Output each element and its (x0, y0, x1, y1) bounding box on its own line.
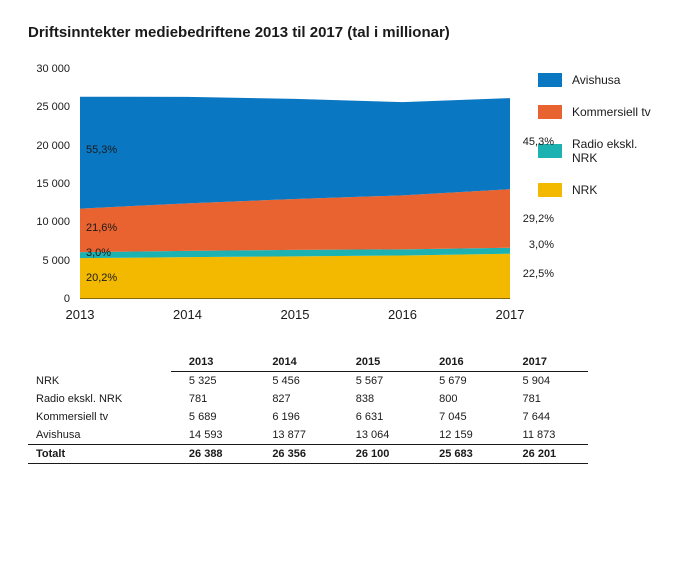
y-tick: 25 000 (36, 101, 70, 113)
table-row: Radio ekskl. NRK781827838800781 (28, 390, 588, 408)
legend-label: Kommersiell tv (572, 105, 651, 119)
legend-swatch (538, 105, 562, 119)
y-tick: 15 000 (36, 178, 70, 190)
plot: 55,3%21,6%3,0%20,2%45,3%29,2%3,0%22,5% (80, 69, 510, 299)
cell: 781 (171, 390, 254, 408)
y-tick: 5 000 (42, 255, 70, 267)
x-axis: 20132014201520162017 (80, 301, 510, 329)
legend-label: Radio ekskl. NRK (572, 137, 657, 165)
cell: Avishusa (28, 426, 171, 445)
cell: 5 689 (171, 408, 254, 426)
cell: 25 683 (421, 445, 504, 464)
cell: 13 877 (254, 426, 337, 445)
legend-label: Avishusa (572, 73, 620, 87)
legend-item-radio: Radio ekskl. NRK (538, 137, 657, 165)
table-row: Avishusa14 59313 87713 06412 15911 873 (28, 426, 588, 445)
cell: Totalt (28, 445, 171, 464)
cell: 6 631 (338, 408, 421, 426)
cell: Radio ekskl. NRK (28, 390, 171, 408)
pct-label: 22,5% (523, 268, 554, 280)
chart-area: 05 00010 00015 00020 00025 00030 000 55,… (28, 69, 510, 329)
legend-item-avis: Avishusa (538, 73, 657, 87)
cell: 26 356 (254, 445, 337, 464)
x-tick: 2017 (496, 307, 525, 322)
x-tick: 2014 (173, 307, 202, 322)
cell: 5 904 (505, 372, 588, 391)
cell: 12 159 (421, 426, 504, 445)
pct-label: 3,0% (529, 239, 554, 251)
legend-item-ktv: Kommersiell tv (538, 105, 657, 119)
chart-container: 05 00010 00015 00020 00025 00030 000 55,… (28, 69, 657, 329)
legend-swatch (538, 73, 562, 87)
cell: 14 593 (171, 426, 254, 445)
col-header: 2016 (421, 353, 504, 372)
y-tick: 10 000 (36, 216, 70, 228)
col-header: 2014 (254, 353, 337, 372)
cell: 13 064 (338, 426, 421, 445)
legend-swatch (538, 183, 562, 197)
y-tick: 0 (64, 293, 70, 305)
cell: 26 201 (505, 445, 588, 464)
cell: 5 679 (421, 372, 504, 391)
cell: 838 (338, 390, 421, 408)
cell: 11 873 (505, 426, 588, 445)
col-header: 2013 (171, 353, 254, 372)
col-header: 2017 (505, 353, 588, 372)
legend-label: NRK (572, 183, 597, 197)
pct-label: 20,2% (86, 272, 117, 284)
legend-item-nrk: NRK (538, 183, 657, 197)
cell: 7 644 (505, 408, 588, 426)
cell: 5 325 (171, 372, 254, 391)
col-header: 2015 (338, 353, 421, 372)
chart-title: Driftsinntekter mediebedriftene 2013 til… (28, 24, 657, 41)
x-tick: 2016 (388, 307, 417, 322)
cell: 827 (254, 390, 337, 408)
pct-label: 55,3% (86, 144, 117, 156)
pct-label: 21,6% (86, 222, 117, 234)
pct-label: 3,0% (86, 247, 111, 259)
cell: 7 045 (421, 408, 504, 426)
cell: 781 (505, 390, 588, 408)
cell: Kommersiell tv (28, 408, 171, 426)
cell: 5 567 (338, 372, 421, 391)
area-nrk (80, 254, 510, 299)
table-row: NRK5 3255 4565 5675 6795 904 (28, 372, 588, 391)
data-table: 20132014201520162017 NRK5 3255 4565 5675… (28, 353, 588, 464)
y-tick: 20 000 (36, 140, 70, 152)
y-axis: 05 00010 00015 00020 00025 00030 000 (28, 69, 76, 299)
area-avis (80, 97, 510, 209)
cell: NRK (28, 372, 171, 391)
table-row: Kommersiell tv5 6896 1966 6317 0457 644 (28, 408, 588, 426)
x-tick: 2013 (66, 307, 95, 322)
legend: Avishusa Kommersiell tv Radio ekskl. NRK NR… (538, 69, 657, 215)
cell: 5 456 (254, 372, 337, 391)
cell: 26 388 (171, 445, 254, 464)
x-tick: 2015 (281, 307, 310, 322)
y-tick: 30 000 (36, 63, 70, 75)
cell: 6 196 (254, 408, 337, 426)
table-row-total: Totalt26 38826 35626 10025 68326 201 (28, 445, 588, 464)
cell: 800 (421, 390, 504, 408)
col-header (28, 353, 171, 372)
cell: 26 100 (338, 445, 421, 464)
pct-label: 45,3% (523, 136, 554, 148)
pct-label: 29,2% (523, 213, 554, 225)
